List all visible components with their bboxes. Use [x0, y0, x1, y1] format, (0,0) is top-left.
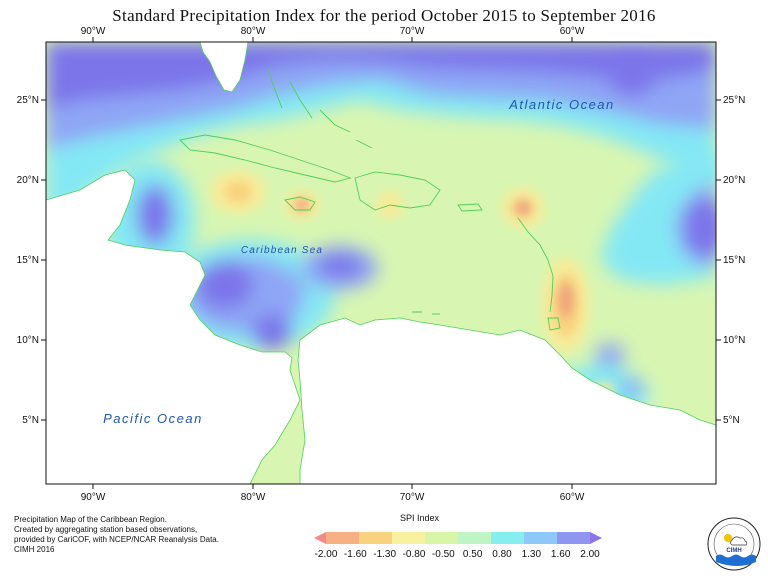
credit-line: provided by CariCOF, with NCEP/NCAR Rean…	[14, 535, 219, 544]
legend-swatch	[359, 532, 393, 544]
dry-spots	[210, 170, 704, 448]
bahamas-outline	[267, 69, 373, 149]
sun-icon	[724, 534, 732, 542]
hispaniola-outline	[354, 171, 441, 211]
lat-tick-right-25n: 25°N	[723, 95, 745, 106]
legend-swatch	[557, 532, 591, 544]
legend-tick-label: 2.00	[580, 549, 600, 560]
south-america-land	[297, 317, 716, 484]
credit-line: CIMH 2016	[14, 545, 55, 554]
central-america-land	[46, 169, 301, 484]
lat-tick-left-5n: 5°N	[22, 415, 39, 426]
island-outlines	[179, 69, 561, 331]
credit-line: Created by aggregating station based obs…	[14, 525, 198, 534]
map-credits: Precipitation Map of the Caribbean Regio…	[14, 515, 219, 555]
lesser-antilles-outline	[517, 217, 554, 313]
legend-tick-label: -1.30	[373, 549, 396, 560]
caribbean-sea-label: Caribbean Sea	[241, 245, 323, 256]
legend-arrow-high	[590, 532, 602, 544]
lon-tick-top-90w: 90°W	[81, 26, 106, 37]
logo-text: CIMH	[726, 548, 741, 554]
legend-tick-label: -2.00	[315, 549, 338, 560]
legend-arrow-low	[314, 532, 326, 544]
puerto-rico-outline	[457, 203, 483, 212]
legend-swatch	[425, 532, 459, 544]
cimh-logo: CIMH	[707, 517, 761, 571]
land-masses	[46, 42, 716, 484]
lat-tick-right-10n: 10°N	[723, 335, 745, 346]
lon-tick-bottom-90w: 90°W	[81, 492, 106, 503]
legend-tick-label: 0.80	[492, 549, 512, 560]
abc-islands-outline	[412, 311, 440, 315]
legend-swatch	[491, 532, 525, 544]
lat-tick-right-20n: 20°N	[723, 175, 745, 186]
atlantic-ocean-label: Atlantic Ocean	[508, 97, 615, 112]
spi-legend: -2.00 -1.60 -1.30 -0.80 -0.50 0.50 0.80 1.30 1.6…	[314, 532, 602, 560]
legend-swatch	[392, 532, 426, 544]
legend-title: SPI Index	[400, 513, 440, 523]
lon-tick-top-70w: 70°W	[400, 26, 425, 37]
legend-tick-label: -1.60	[344, 549, 367, 560]
lat-tick-left-15n: 15°N	[17, 255, 39, 266]
spi-field	[46, 42, 716, 484]
lon-tick-top-80w: 80°W	[241, 26, 266, 37]
legend-tick-label: -0.80	[403, 549, 426, 560]
lon-tick-top-60w: 60°W	[560, 26, 585, 37]
lon-tick-bottom-80w: 80°W	[241, 492, 266, 503]
lat-tick-right-15n: 15°N	[723, 255, 745, 266]
map-title: Standard Precipitation Index for the per…	[112, 6, 656, 25]
wet-east-region	[600, 55, 716, 285]
legend-swatch	[326, 532, 360, 544]
cuba-outline	[179, 134, 352, 183]
legend-tick-label: 0.50	[463, 549, 483, 560]
jamaica-outline	[284, 196, 316, 211]
map-frame	[45, 41, 717, 485]
lon-tick-bottom-70w: 70°W	[400, 492, 425, 503]
lat-tick-left-25n: 25°N	[17, 95, 39, 106]
lat-tick-left-10n: 10°N	[17, 335, 39, 346]
legend-tick-label: 1.60	[551, 549, 571, 560]
legend-tick-label: -0.50	[432, 549, 455, 560]
tick-marks	[41, 37, 721, 489]
lat-tick-right-5n: 5°N	[723, 415, 740, 426]
cloud-icon	[730, 536, 748, 546]
florida-land	[199, 42, 249, 93]
lat-tick-left-20n: 20°N	[17, 175, 39, 186]
trinidad-outline	[547, 317, 561, 331]
legend-swatch	[458, 532, 492, 544]
waves-icon	[716, 554, 756, 566]
legend-tick-label: 1.30	[522, 549, 542, 560]
credit-line: Precipitation Map of the Caribbean Regio…	[14, 515, 167, 524]
legend-swatch	[524, 532, 558, 544]
pacific-ocean-label: Pacific Ocean	[103, 411, 203, 426]
lon-tick-bottom-60w: 60°W	[560, 492, 585, 503]
